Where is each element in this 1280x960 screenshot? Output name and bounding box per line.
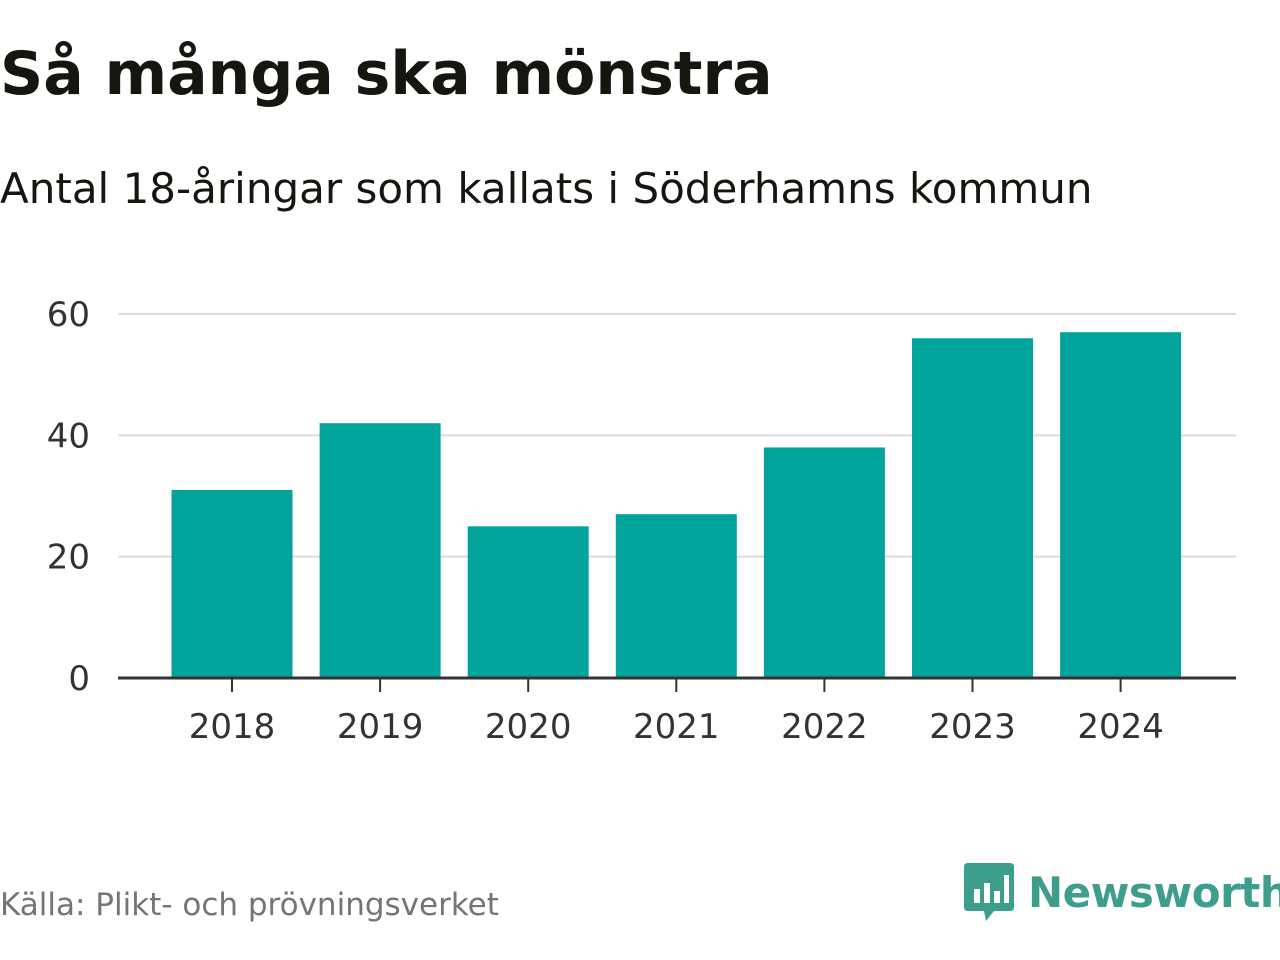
y-tick-label: 60 [47,295,90,335]
bar-chart-speech-bubble-icon [964,863,1014,921]
bar-2018 [171,489,293,678]
x-tick-label: 2023 [929,707,1016,747]
chart-title: Så många ska mönstra [0,39,773,109]
y-axis-ticks: 0 20 40 60 [47,295,90,699]
bars [171,332,1182,678]
x-tick-label: 2021 [633,707,720,747]
x-tick-label: 2020 [485,707,572,747]
brand-name: Newsworthy [1028,867,1280,917]
bar-2019 [319,423,441,678]
bar-chart: 0 20 40 60 2018 2019 2020 2021 2022 2023 2024 [47,295,1236,747]
x-axis-ticks: 2018 2019 2020 2021 2022 2023 2024 [189,678,1164,747]
source-note: Källa: Plikt- och prövningsverket [0,887,499,923]
x-tick-label: 2019 [337,707,424,747]
y-tick-label: 40 [47,416,90,456]
y-tick-label: 20 [47,538,90,578]
bar-2022 [763,447,885,678]
bar-2023 [912,338,1033,678]
chart-subtitle: Antal 18-åringar som kallats i Söderhamn… [0,164,1093,213]
x-tick-label: 2018 [189,707,276,747]
y-tick-label: 0 [68,659,90,699]
x-tick-label: 2022 [781,707,868,747]
bar-2021 [615,514,737,678]
bar-2024 [1060,332,1182,678]
brand-logo: Newsworthy [964,863,1280,921]
x-tick-label: 2024 [1077,707,1164,747]
bar-2020 [467,526,589,678]
